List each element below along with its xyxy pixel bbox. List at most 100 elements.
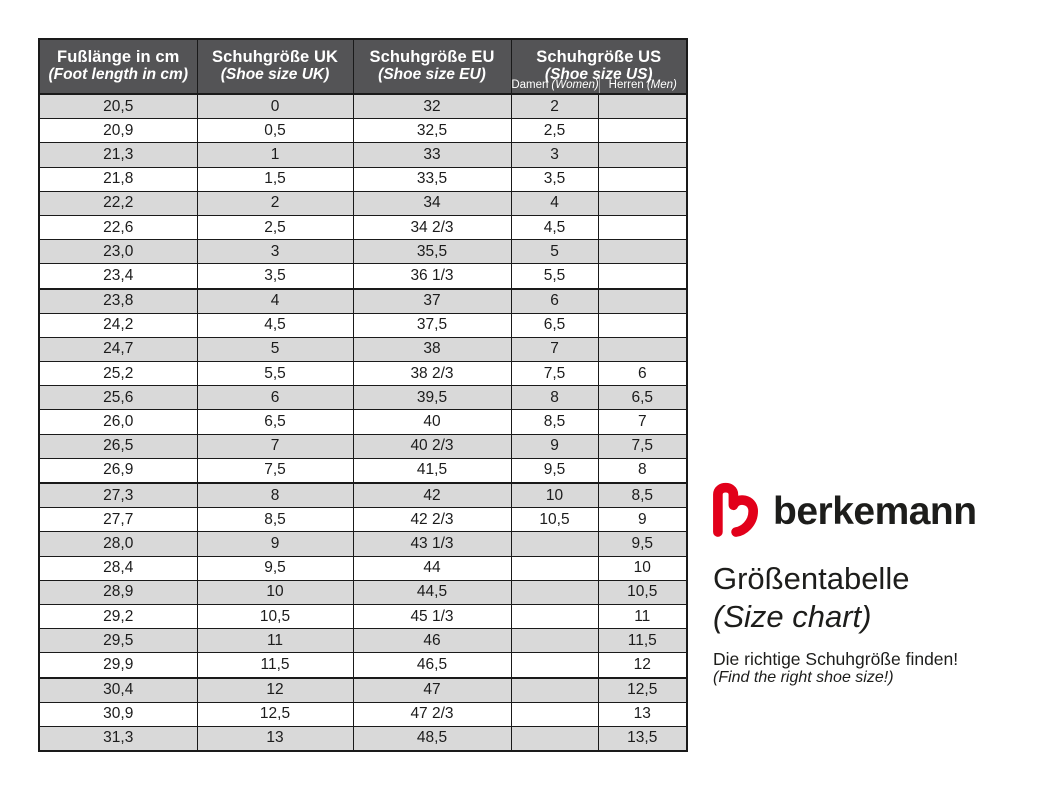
table-cell: 33,5 bbox=[352, 166, 512, 192]
header-subtitle: (Foot length in cm) bbox=[48, 66, 188, 83]
table-cell: 46,5 bbox=[352, 652, 512, 678]
table-cell: 20,5 bbox=[38, 93, 198, 120]
table-cell: 4,5 bbox=[196, 312, 354, 338]
table-cell: 10,5 bbox=[597, 579, 688, 605]
table-cell: 46 bbox=[352, 628, 512, 654]
table-row: 23,4 3,5 36 1/3 5,5 bbox=[38, 263, 688, 289]
table-cell: 9,5 bbox=[510, 457, 599, 484]
table-cell bbox=[597, 263, 688, 289]
table-cell bbox=[510, 676, 599, 703]
berkemann-logo-icon bbox=[713, 482, 758, 537]
table-row: 22,2 2 34 4 bbox=[38, 190, 688, 216]
table-cell: 7,5 bbox=[196, 457, 354, 484]
header-cell-us: Schuhgröße US (Shoe size US) Damen (Wome… bbox=[510, 38, 688, 95]
table-row: 25,2 5,5 38 2/3 7,5 6 bbox=[38, 361, 688, 387]
table-cell bbox=[597, 214, 688, 241]
table-cell: 10 bbox=[196, 579, 354, 605]
table-cell: 40 2/3 bbox=[352, 433, 512, 459]
table-row: 21,3 1 33 3 bbox=[38, 142, 688, 168]
table-cell: 7,5 bbox=[597, 433, 688, 459]
table-cell: 1 bbox=[196, 142, 354, 168]
table-cell: 4 bbox=[196, 287, 354, 314]
table-cell: 10,5 bbox=[196, 603, 354, 630]
table-cell: 4 bbox=[510, 190, 599, 216]
table-cell: 34 bbox=[352, 190, 512, 216]
table-row: 30,9 12,5 47 2/3 13 bbox=[38, 701, 688, 727]
table-cell bbox=[510, 628, 599, 654]
table-row: 22,6 2,5 34 2/3 4,5 bbox=[38, 214, 688, 241]
table-cell: 37 bbox=[352, 287, 512, 314]
table-cell: 26,9 bbox=[38, 457, 198, 484]
table-cell bbox=[510, 603, 599, 630]
table-cell: 39,5 bbox=[352, 385, 512, 411]
table-cell: 9,5 bbox=[597, 531, 688, 557]
table-cell: 44 bbox=[352, 555, 512, 581]
table-cell: 30,9 bbox=[38, 701, 198, 727]
table-cell bbox=[510, 652, 599, 678]
table-cell: 11,5 bbox=[597, 628, 688, 654]
table-cell: 8 bbox=[196, 482, 354, 509]
table-cell: 22,6 bbox=[38, 214, 198, 241]
table-cell: 12 bbox=[196, 676, 354, 703]
table-cell: 37,5 bbox=[352, 312, 512, 338]
table-row: 24,2 4,5 37,5 6,5 bbox=[38, 312, 688, 338]
table-cell: 21,3 bbox=[38, 142, 198, 168]
table-cell: 41,5 bbox=[352, 457, 512, 484]
table-cell: 6,5 bbox=[196, 409, 354, 435]
table-cell bbox=[510, 701, 599, 727]
table-cell: 47 2/3 bbox=[352, 701, 512, 727]
table-cell: 29,5 bbox=[38, 628, 198, 654]
us-subheader-row: Damen (Women) Herren (Men) bbox=[511, 76, 687, 93]
table-row: 20,9 0,5 32,5 2,5 bbox=[38, 118, 688, 144]
us-subheader-damen: Damen (Women) bbox=[511, 76, 599, 93]
table-cell: 11 bbox=[196, 628, 354, 654]
table-cell: 24,2 bbox=[38, 312, 198, 338]
tagline: Die richtige Schuhgröße finden! bbox=[713, 649, 959, 669]
table-row: 25,6 6 39,5 8 6,5 bbox=[38, 385, 688, 411]
table-cell: 12 bbox=[597, 652, 688, 678]
table-cell: 6 bbox=[597, 361, 688, 387]
table-cell: 42 bbox=[352, 482, 512, 509]
size-chart-table: Fußlänge in cm (Foot length in cm) Schuh… bbox=[38, 38, 688, 753]
table-cell: 43 1/3 bbox=[352, 531, 512, 557]
table-cell: 1,5 bbox=[196, 166, 354, 192]
us-subheader-herren: Herren (Men) bbox=[598, 76, 687, 93]
size-chart-title-en: (Size chart) bbox=[713, 599, 872, 634]
table-cell: 25,2 bbox=[38, 361, 198, 387]
header-title: Schuhgröße US bbox=[536, 48, 662, 66]
brand-block: berkemann bbox=[712, 480, 977, 538]
table-cell: 22,2 bbox=[38, 190, 198, 216]
table-cell: 29,9 bbox=[38, 652, 198, 678]
table-cell bbox=[597, 166, 688, 192]
table-cell: 28,4 bbox=[38, 555, 198, 581]
table-cell bbox=[597, 190, 688, 216]
table-cell: 27,3 bbox=[38, 482, 198, 509]
table-cell: 28,9 bbox=[38, 579, 198, 605]
table-cell: 6,5 bbox=[597, 385, 688, 411]
table-cell: 11,5 bbox=[196, 652, 354, 678]
table-cell bbox=[597, 287, 688, 314]
subheader-label: Herren bbox=[608, 78, 644, 91]
table-cell: 2 bbox=[510, 93, 599, 120]
table-cell bbox=[510, 555, 599, 581]
table-row: 27,3 8 42 10 8,5 bbox=[38, 482, 688, 509]
table-row: 29,5 11 46 11,5 bbox=[38, 628, 688, 654]
table-cell: 3,5 bbox=[196, 263, 354, 289]
table-cell bbox=[510, 531, 599, 557]
table-cell bbox=[597, 239, 688, 265]
table-cell: 47 bbox=[352, 676, 512, 703]
subheader-note: (Men) bbox=[646, 78, 677, 91]
table-row: 30,4 12 47 12,5 bbox=[38, 676, 688, 703]
table-cell: 6,5 bbox=[510, 312, 599, 338]
table-cell: 8 bbox=[597, 457, 688, 484]
table-row: 26,9 7,5 41,5 9,5 8 bbox=[38, 457, 688, 484]
table-row: 28,0 9 43 1/3 9,5 bbox=[38, 531, 688, 557]
table-cell: 3 bbox=[196, 239, 354, 265]
table-row: 23,0 3 35,5 5 bbox=[38, 239, 688, 265]
table-cell: 29,2 bbox=[38, 603, 198, 630]
table-cell: 2 bbox=[196, 190, 354, 216]
table-cell: 8,5 bbox=[597, 482, 688, 509]
table-cell: 7 bbox=[510, 336, 599, 363]
table-cell: 10 bbox=[510, 482, 599, 509]
subheader-note: (Women) bbox=[551, 78, 599, 91]
